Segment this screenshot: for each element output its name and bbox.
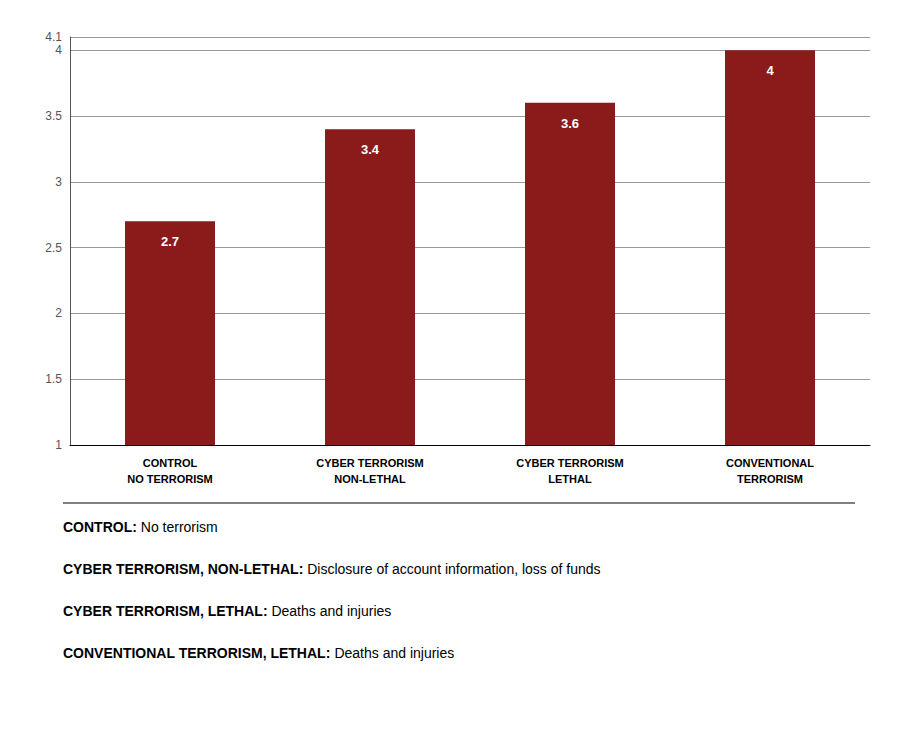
svg-text:CYBER TERRORISM, LETHAL:: CYBER TERRORISM, LETHAL: [63, 603, 268, 619]
svg-text:4: 4 [55, 43, 62, 57]
svg-text:CYBER TERRORISM: CYBER TERRORISM [316, 457, 424, 469]
svg-text:TERRORISM: TERRORISM [737, 473, 803, 485]
svg-text:CYBER TERRORISM, NON-LETHAL:: CYBER TERRORISM, NON-LETHAL: [63, 561, 303, 577]
svg-text:4: 4 [766, 63, 774, 78]
svg-text:3: 3 [55, 175, 62, 189]
svg-text:NON-LETHAL: NON-LETHAL [334, 473, 406, 485]
svg-text:CYBER TERRORISM: CYBER TERRORISM [516, 457, 624, 469]
svg-text:2.7: 2.7 [161, 234, 179, 249]
svg-text:No terrorism: No terrorism [137, 519, 218, 535]
svg-text:NO TERRORISM: NO TERRORISM [127, 473, 213, 485]
svg-text:2.5: 2.5 [45, 241, 62, 255]
svg-text:LETHAL: LETHAL [548, 473, 592, 485]
svg-text:1: 1 [55, 438, 62, 452]
svg-text:Deaths and injuries: Deaths and injuries [268, 603, 392, 619]
svg-text:4.1: 4.1 [45, 30, 62, 44]
svg-text:Disclosure of account informat: Disclosure of account information, loss … [303, 561, 600, 577]
svg-text:3.5: 3.5 [45, 109, 62, 123]
svg-text:1.5: 1.5 [45, 372, 62, 386]
svg-text:3.6: 3.6 [561, 116, 579, 131]
svg-text:Deaths and injuries: Deaths and injuries [331, 645, 455, 661]
svg-text:CONVENTIONAL TERRORISM, LETHAL: CONVENTIONAL TERRORISM, LETHAL: [63, 645, 330, 661]
svg-text:2: 2 [55, 306, 62, 320]
svg-text:3.4: 3.4 [361, 142, 380, 157]
svg-text:CONTROL: CONTROL [143, 457, 198, 469]
svg-text:CONTROL:: CONTROL: [63, 519, 137, 535]
svg-text:CONVENTIONAL: CONVENTIONAL [726, 457, 814, 469]
